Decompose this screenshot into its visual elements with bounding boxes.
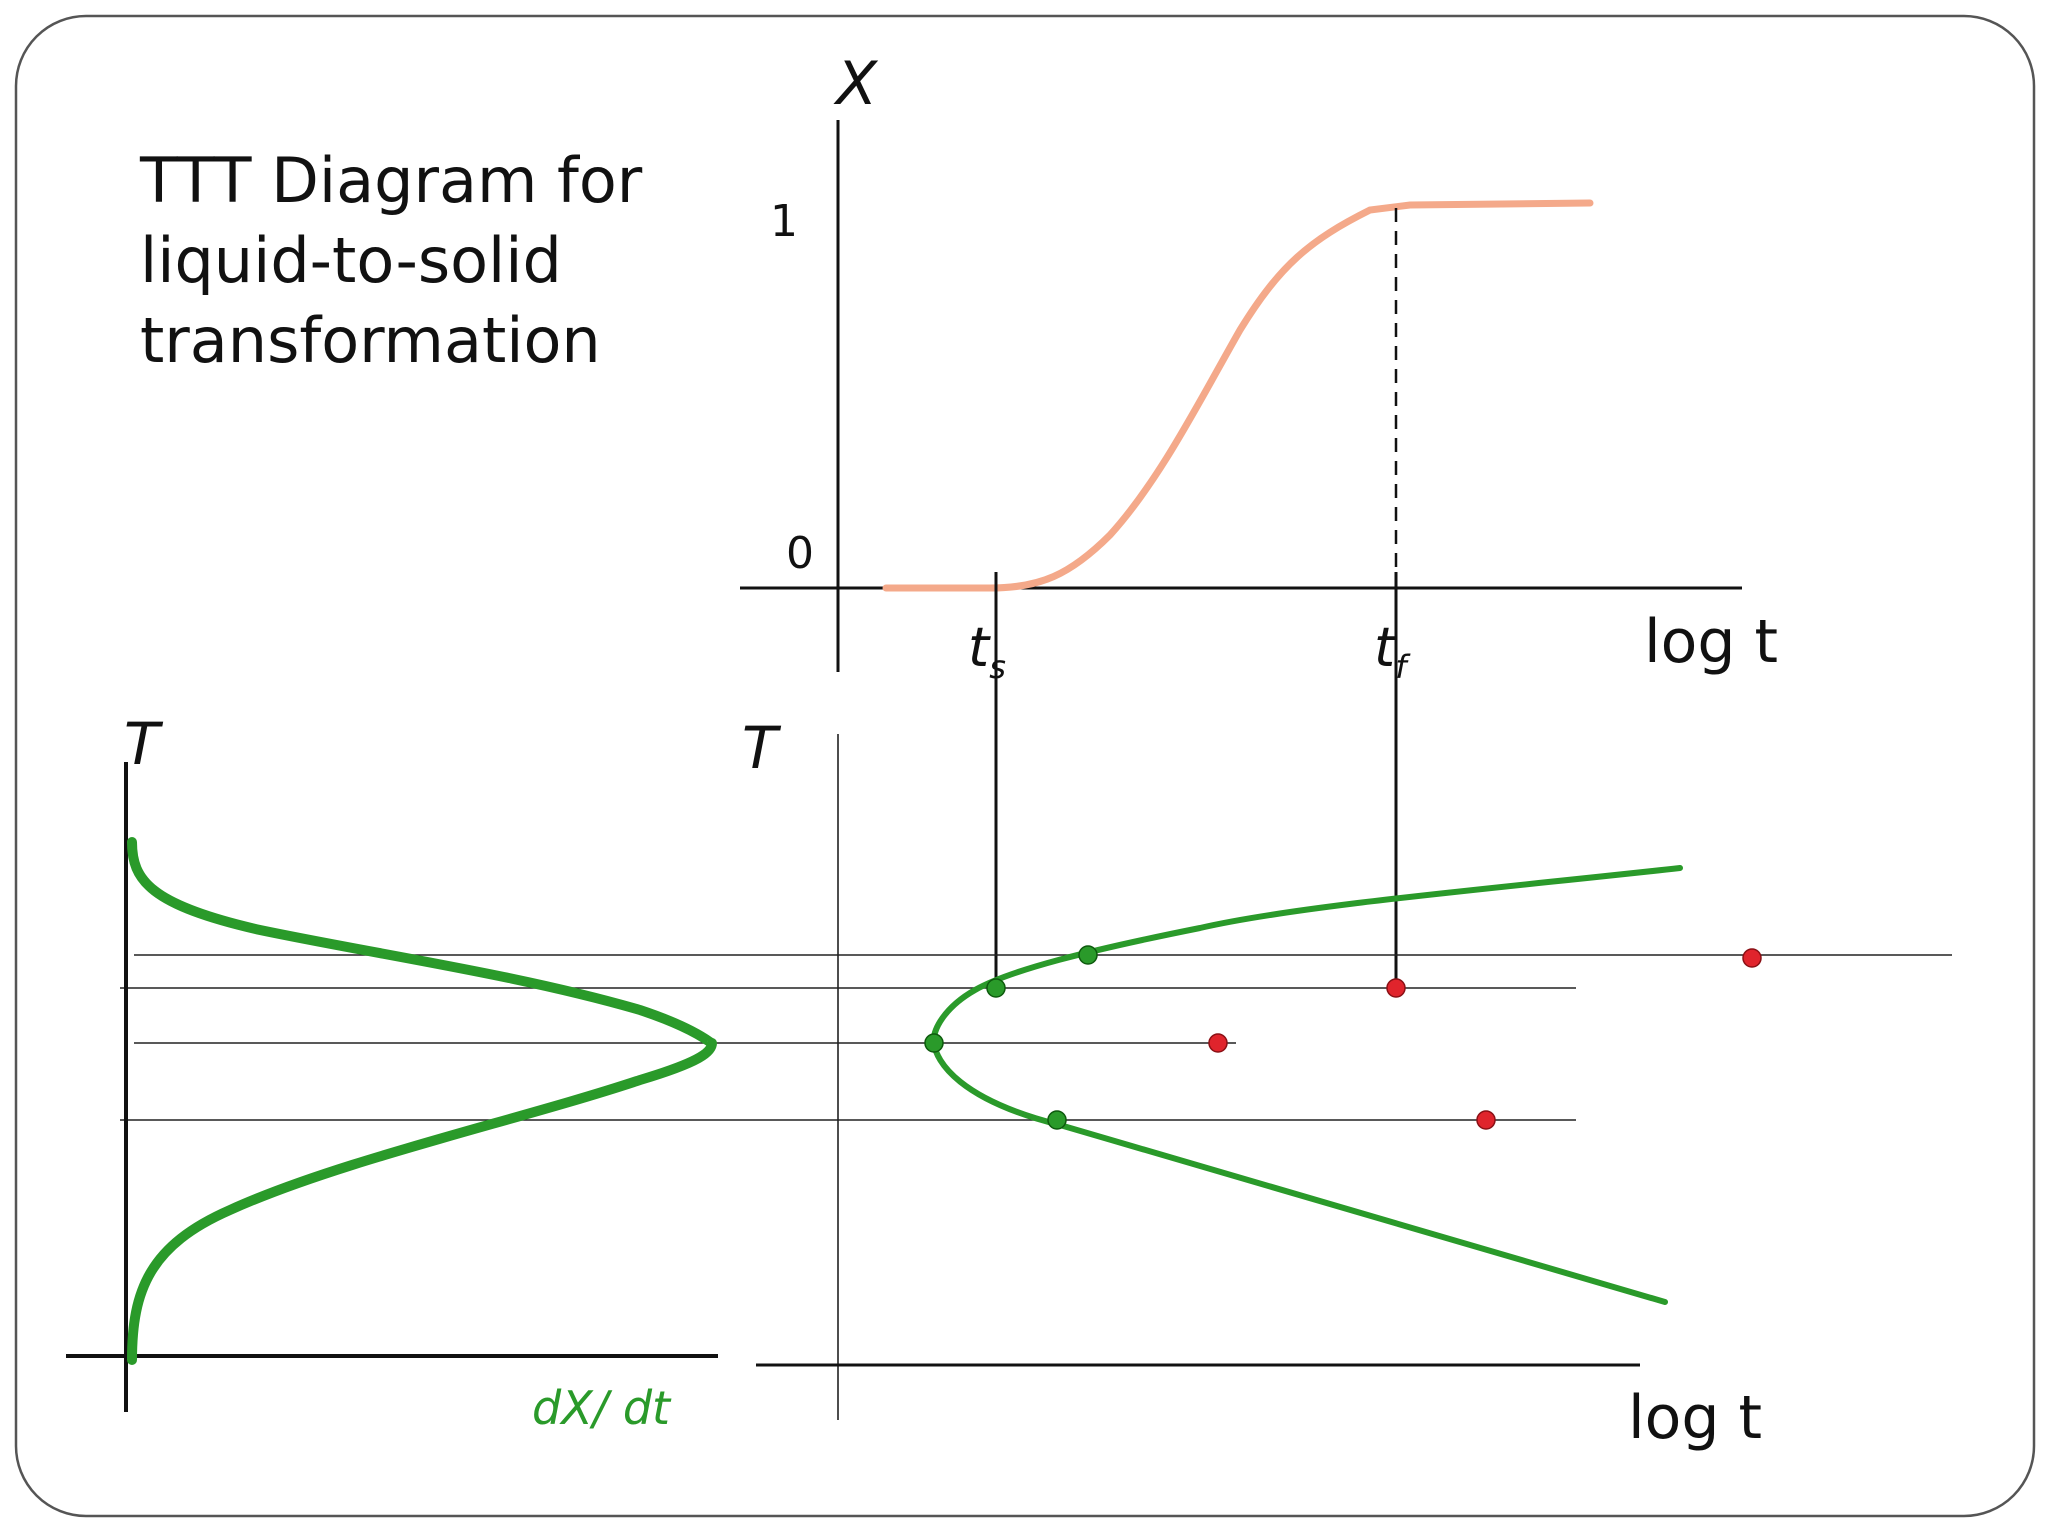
ttt-plot: T log t (742, 714, 1762, 1453)
isotherm-lines (120, 954, 1952, 1121)
top-plot-x-label: log t (1644, 607, 1778, 677)
top-plot-y-label: X (833, 49, 879, 119)
title-line-2: liquid-to-solid (140, 224, 562, 297)
start-point-dot (924, 1033, 944, 1053)
ts-label: ts (968, 616, 1006, 686)
ttt-plot-y-label: T (742, 714, 782, 782)
finish-point-dot (1208, 1033, 1228, 1053)
left-plot: T dX/ dt (66, 710, 718, 1435)
ttt-plot-x-label: log t (1628, 1383, 1762, 1453)
title-line-1: TTT Diagram for (139, 144, 643, 217)
top-plot: X 1 0 log t ts tf (740, 49, 1778, 686)
transformation-rate-curve (127, 837, 717, 1365)
start-point-dot (986, 978, 1006, 998)
top-plot-tick-0: 0 (786, 528, 814, 579)
transformation-fraction-curve (882, 199, 1594, 592)
finish-point-dot (1386, 978, 1406, 998)
diagram-title: TTT Diagram for liquid-to-solid transfor… (139, 144, 643, 377)
finish-point-dot (1476, 1110, 1496, 1130)
left-plot-x-label: dX/ dt (532, 1381, 672, 1435)
finish-point-dot (1742, 948, 1762, 968)
top-plot-tick-1: 1 (770, 196, 798, 247)
slide-frame (14, 14, 2036, 1518)
start-point-dot (1078, 945, 1098, 965)
start-point-dot (1047, 1110, 1067, 1130)
ttt-c-curve (930, 865, 1683, 1305)
title-line-3: transformation (140, 304, 601, 377)
left-plot-y-label: T (124, 710, 164, 778)
